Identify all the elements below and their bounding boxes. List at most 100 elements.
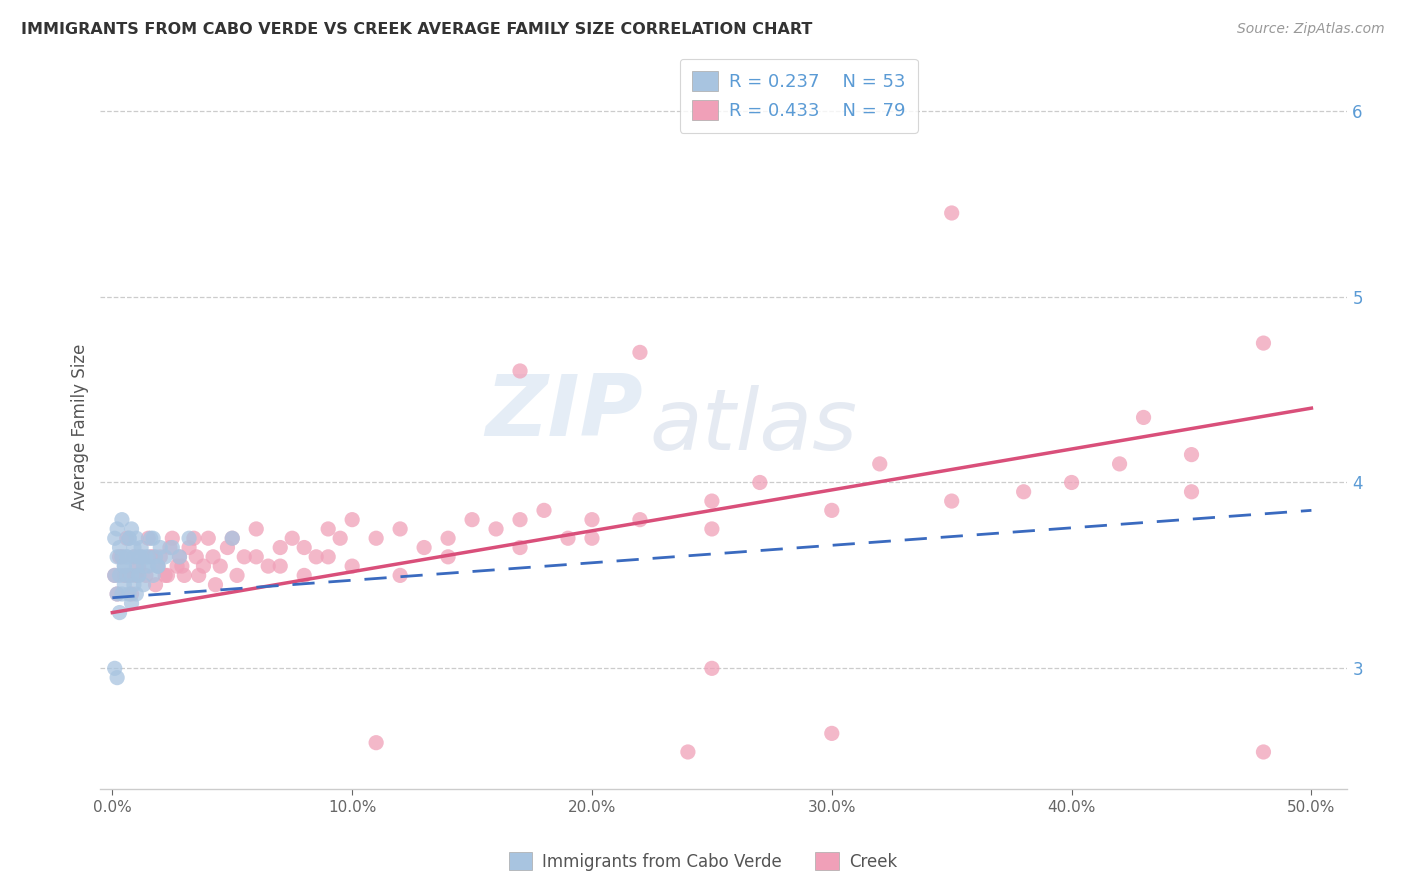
Point	[183, 531, 205, 545]
Point	[108, 606, 131, 620]
Point	[122, 549, 145, 564]
Point	[156, 568, 179, 582]
Point	[941, 494, 963, 508]
Point	[145, 549, 167, 564]
Point	[121, 587, 143, 601]
Point	[129, 549, 152, 564]
Point	[136, 549, 159, 564]
Point	[581, 513, 603, 527]
Point	[125, 559, 148, 574]
Point	[169, 549, 191, 564]
Point	[162, 531, 184, 545]
Point	[366, 736, 388, 750]
Point	[136, 531, 159, 545]
Point	[105, 549, 128, 564]
Point	[104, 568, 127, 582]
Point	[115, 549, 138, 564]
Point	[139, 531, 162, 545]
Point	[132, 559, 155, 574]
Point	[581, 531, 603, 545]
Point	[111, 513, 134, 527]
Point	[748, 475, 770, 490]
Point	[149, 541, 172, 555]
Text: ZIP: ZIP	[485, 371, 643, 454]
Point	[269, 559, 291, 574]
Text: Source: ZipAtlas.com: Source: ZipAtlas.com	[1237, 22, 1385, 37]
Point	[700, 494, 723, 508]
Point	[139, 549, 162, 564]
Point	[118, 568, 141, 582]
Point	[122, 577, 145, 591]
Legend: R = 0.237    N = 53, R = 0.433    N = 79: R = 0.237 N = 53, R = 0.433 N = 79	[679, 59, 918, 133]
Point	[257, 559, 280, 574]
Point	[115, 568, 138, 582]
Point	[509, 513, 531, 527]
Point	[105, 587, 128, 601]
Point	[305, 549, 328, 564]
Point	[129, 541, 152, 555]
Point	[149, 549, 172, 564]
Y-axis label: Average Family Size: Average Family Size	[72, 343, 89, 510]
Point	[292, 568, 315, 582]
Point	[177, 541, 200, 555]
Point	[121, 568, 143, 582]
Point	[869, 457, 891, 471]
Point	[197, 531, 219, 545]
Point	[821, 503, 844, 517]
Point	[700, 522, 723, 536]
Point	[146, 559, 169, 574]
Point	[1180, 448, 1202, 462]
Point	[245, 549, 267, 564]
Point	[112, 559, 135, 574]
Point	[170, 559, 193, 574]
Point	[226, 568, 249, 582]
Point	[204, 577, 226, 591]
Point	[316, 522, 339, 536]
Point	[118, 531, 141, 545]
Text: IMMIGRANTS FROM CABO VERDE VS CREEK AVERAGE FAMILY SIZE CORRELATION CHART: IMMIGRANTS FROM CABO VERDE VS CREEK AVER…	[21, 22, 813, 37]
Point	[162, 541, 184, 555]
Point	[115, 549, 138, 564]
Point	[128, 568, 150, 582]
Point	[128, 549, 150, 564]
Point	[111, 549, 134, 564]
Point	[281, 531, 304, 545]
Point	[202, 549, 225, 564]
Point	[142, 549, 165, 564]
Point	[128, 559, 150, 574]
Point	[389, 522, 412, 536]
Point	[153, 568, 176, 582]
Point	[108, 568, 131, 582]
Point	[186, 549, 208, 564]
Text: atlas: atlas	[650, 385, 858, 468]
Point	[112, 577, 135, 591]
Point	[1060, 475, 1083, 490]
Point	[557, 531, 579, 545]
Point	[104, 531, 127, 545]
Point	[533, 503, 555, 517]
Point	[1180, 484, 1202, 499]
Point	[125, 568, 148, 582]
Point	[437, 549, 460, 564]
Point	[316, 549, 339, 564]
Point	[105, 671, 128, 685]
Point	[105, 522, 128, 536]
Point	[209, 559, 232, 574]
Point	[136, 559, 159, 574]
Point	[122, 541, 145, 555]
Point	[187, 568, 209, 582]
Point	[1253, 745, 1275, 759]
Point	[125, 531, 148, 545]
Point	[145, 577, 167, 591]
Point	[125, 587, 148, 601]
Point	[221, 531, 243, 545]
Point	[112, 568, 135, 582]
Point	[676, 745, 699, 759]
Point	[135, 549, 157, 564]
Point	[146, 559, 169, 574]
Point	[1108, 457, 1130, 471]
Point	[111, 587, 134, 601]
Point	[115, 531, 138, 545]
Point	[509, 541, 531, 555]
Point	[135, 568, 157, 582]
